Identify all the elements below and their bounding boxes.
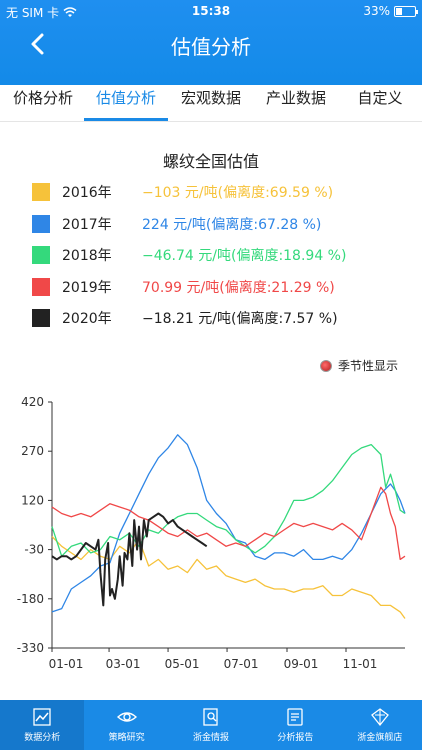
- carrier-label: 无 SIM 卡: [6, 6, 60, 20]
- seasonal-toggle[interactable]: 季节性显示: [319, 357, 398, 374]
- legend-row: 2019年 70.99 元/吨(偏离度:21.29 %): [32, 276, 335, 298]
- x-tick-label: 07-01: [224, 657, 259, 671]
- legend-year: 2016年: [62, 185, 112, 201]
- legend-year: 2018年: [62, 248, 112, 264]
- page-title: 估值分析: [171, 35, 251, 59]
- legend-row: 2016年 −103 元/吨(偏离度:69.59 %): [32, 181, 333, 203]
- nav-label: 策略研究: [108, 733, 145, 743]
- battery-percent: 33%: [363, 4, 390, 18]
- y-tick-label: -330: [17, 641, 44, 655]
- y-tick-label: 270: [21, 444, 44, 458]
- series-line-2020年: [51, 512, 208, 607]
- legend-swatch: [32, 246, 50, 264]
- tab-valuation-analysis[interactable]: 估值分析: [95, 89, 156, 107]
- nav-label: 浙金情报: [193, 733, 230, 743]
- legend-year: 2019年: [62, 280, 112, 296]
- legend-value: −46.74 元/吨(偏离度:18.94 %): [142, 248, 347, 264]
- nav-data-analysis[interactable]: 数据分析: [0, 700, 85, 750]
- active-tab-indicator: [84, 118, 168, 121]
- x-tick-label: 11-01: [343, 657, 378, 671]
- nav-intel[interactable]: 浙金情报: [169, 700, 253, 750]
- x-tick-label: 03-01: [106, 657, 141, 671]
- nav-label: 分析报告: [277, 733, 314, 743]
- back-arrow-icon[interactable]: [24, 30, 52, 58]
- carrier-info: 无 SIM 卡: [6, 4, 77, 21]
- search-doc-icon: [203, 708, 218, 726]
- status-bar: 无 SIM 卡 15:38 33%: [0, 0, 422, 22]
- y-tick-label: 420: [21, 395, 44, 409]
- legend-swatch: [32, 278, 50, 296]
- tab-macro-data[interactable]: 宏观数据: [180, 89, 241, 107]
- store-icon: [370, 708, 389, 727]
- report-icon: [287, 708, 304, 726]
- nav-label: 数据分析: [24, 733, 61, 743]
- nav-label: 浙金旗舰店: [357, 733, 403, 743]
- legend-swatch: [32, 215, 50, 233]
- legend-year: 2020年: [62, 311, 112, 327]
- valuation-line-chart: 420 270 120 -30 -180 -330 01-01 03-01 05-01 07-01…: [17, 395, 406, 671]
- tab-price-analysis[interactable]: 价格分析: [12, 89, 73, 107]
- seasonal-label: 季节性显示: [337, 359, 398, 373]
- chart-title: 螺纹全国估值: [162, 152, 259, 171]
- legend-row: 2020年 −18.21 元/吨(偏离度:7.57 %): [32, 307, 338, 329]
- nav-strategy-research[interactable]: 策略研究: [84, 700, 168, 750]
- legend-row: 2018年 −46.74 元/吨(偏离度:18.94 %): [32, 244, 346, 266]
- wifi-icon: [63, 7, 77, 17]
- nav-flagship-store[interactable]: 浙金旗舰店: [338, 700, 422, 750]
- series-line-2019年: [51, 486, 406, 561]
- legend-value: 70.99 元/吨(偏离度:21.29 %): [142, 280, 335, 296]
- status-time: 15:38: [191, 4, 231, 18]
- bottom-nav: 数据分析 策略研究 浙金情报 分析报告 浙金旗舰店: [0, 700, 422, 750]
- battery-status: 33%: [363, 4, 418, 18]
- legend-row: 2017年 224 元/吨(偏离度:67.28 %): [32, 213, 321, 235]
- battery-icon: [394, 5, 418, 17]
- y-tick-label: 120: [21, 493, 44, 507]
- x-tick-label: 05-01: [165, 657, 200, 671]
- nav-analysis-report[interactable]: 分析报告: [253, 700, 337, 750]
- eye-icon: [116, 712, 137, 722]
- legend-swatch: [32, 183, 50, 201]
- legend-year: 2017年: [62, 217, 112, 233]
- y-tick-label: -180: [17, 592, 44, 606]
- legend-value: −18.21 元/吨(偏离度:7.57 %): [142, 311, 338, 327]
- series-line-2018年: [51, 443, 406, 557]
- app-header: 无 SIM 卡 15:38 33% 估值分析: [0, 0, 422, 85]
- legend-value: 224 元/吨(偏离度:67.28 %): [142, 217, 322, 233]
- x-tick-label: 01-01: [49, 657, 84, 671]
- legend-swatch: [32, 309, 50, 327]
- tab-custom[interactable]: 自定义: [357, 89, 403, 107]
- radio-dot-icon[interactable]: [319, 359, 332, 372]
- x-tick-label: 09-01: [284, 657, 319, 671]
- legend-value: −103 元/吨(偏离度:69.59 %): [142, 185, 334, 201]
- chart-icon: [33, 708, 51, 726]
- tab-industry-data[interactable]: 产业数据: [265, 89, 326, 107]
- y-tick-label: -30: [24, 543, 44, 557]
- tab-bar: 价格分析 估值分析 宏观数据 产业数据 自定义: [0, 85, 422, 122]
